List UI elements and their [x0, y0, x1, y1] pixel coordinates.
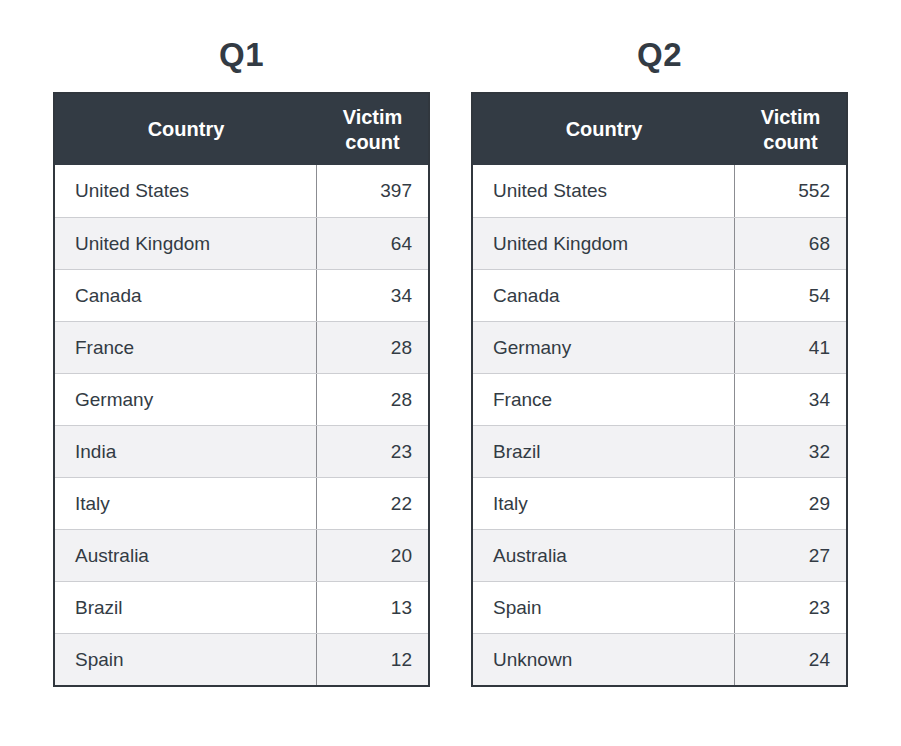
count-cell: 27 [735, 545, 846, 567]
table-row: France 34 [473, 373, 846, 425]
tables-container: Q1 Country Victim count United States 39… [0, 0, 901, 687]
table-body: United States 397 United Kingdom 64 Cana… [55, 165, 428, 685]
table-row: Germany 28 [55, 373, 428, 425]
table-row: Brazil 32 [473, 425, 846, 477]
table-row: Germany 41 [473, 321, 846, 373]
count-cell: 41 [735, 337, 846, 359]
country-cell: Spain [473, 582, 735, 633]
table-body: United States 552 United Kingdom 68 Cana… [473, 165, 846, 685]
country-cell: Canada [55, 270, 317, 321]
count-cell: 23 [317, 441, 428, 463]
count-cell: 32 [735, 441, 846, 463]
country-cell: India [55, 426, 317, 477]
count-cell: 29 [735, 493, 846, 515]
table-block: Q1 Country Victim count United States 39… [53, 38, 430, 687]
table-row: Unknown 24 [473, 633, 846, 685]
country-cell: United Kingdom [473, 218, 735, 269]
table-row: Spain 23 [473, 581, 846, 633]
data-table: Country Victim count United States 552 U… [471, 92, 848, 687]
count-cell: 24 [735, 649, 846, 671]
country-cell: Brazil [473, 426, 735, 477]
header-cell-count: Victim count [317, 105, 428, 155]
count-cell: 13 [317, 597, 428, 619]
country-cell: United States [55, 165, 317, 217]
country-cell: Germany [473, 322, 735, 373]
table-row: United Kingdom 64 [55, 217, 428, 269]
country-cell: Italy [55, 478, 317, 529]
table-row: Canada 34 [55, 269, 428, 321]
count-cell: 54 [735, 285, 846, 307]
country-cell: Brazil [55, 582, 317, 633]
count-cell: 34 [317, 285, 428, 307]
table-row: United Kingdom 68 [473, 217, 846, 269]
country-cell: Unknown [473, 634, 735, 685]
count-cell: 64 [317, 233, 428, 255]
table-row: Australia 27 [473, 529, 846, 581]
header-cell-country: Country [55, 117, 317, 142]
country-cell: France [473, 374, 735, 425]
country-cell: United Kingdom [55, 218, 317, 269]
table-row: India 23 [55, 425, 428, 477]
table-row: Canada 54 [473, 269, 846, 321]
country-cell: France [55, 322, 317, 373]
table-row: Italy 22 [55, 477, 428, 529]
country-cell: Spain [55, 634, 317, 685]
table-title: Q2 [471, 38, 848, 71]
table-row: United States 397 [55, 165, 428, 217]
header-cell-count: Victim count [735, 105, 846, 155]
count-cell: 22 [317, 493, 428, 515]
count-cell: 28 [317, 389, 428, 411]
country-cell: Canada [473, 270, 735, 321]
count-cell: 20 [317, 545, 428, 567]
table-header-row: Country Victim count [55, 94, 428, 165]
count-cell: 34 [735, 389, 846, 411]
table-row: Spain 12 [55, 633, 428, 685]
count-cell: 12 [317, 649, 428, 671]
country-cell: Germany [55, 374, 317, 425]
count-cell: 68 [735, 233, 846, 255]
country-cell: Italy [473, 478, 735, 529]
table-row: United States 552 [473, 165, 846, 217]
count-cell: 397 [317, 180, 428, 202]
table-row: Australia 20 [55, 529, 428, 581]
header-cell-country: Country [473, 117, 735, 142]
data-table: Country Victim count United States 397 U… [53, 92, 430, 687]
count-cell: 28 [317, 337, 428, 359]
table-title: Q1 [53, 38, 430, 71]
table-block: Q2 Country Victim count United States 55… [471, 38, 848, 687]
table-row: Italy 29 [473, 477, 846, 529]
country-cell: Australia [55, 530, 317, 581]
table-row: Brazil 13 [55, 581, 428, 633]
country-cell: United States [473, 165, 735, 217]
table-header-row: Country Victim count [473, 94, 846, 165]
count-cell: 552 [735, 180, 846, 202]
count-cell: 23 [735, 597, 846, 619]
table-row: France 28 [55, 321, 428, 373]
country-cell: Australia [473, 530, 735, 581]
